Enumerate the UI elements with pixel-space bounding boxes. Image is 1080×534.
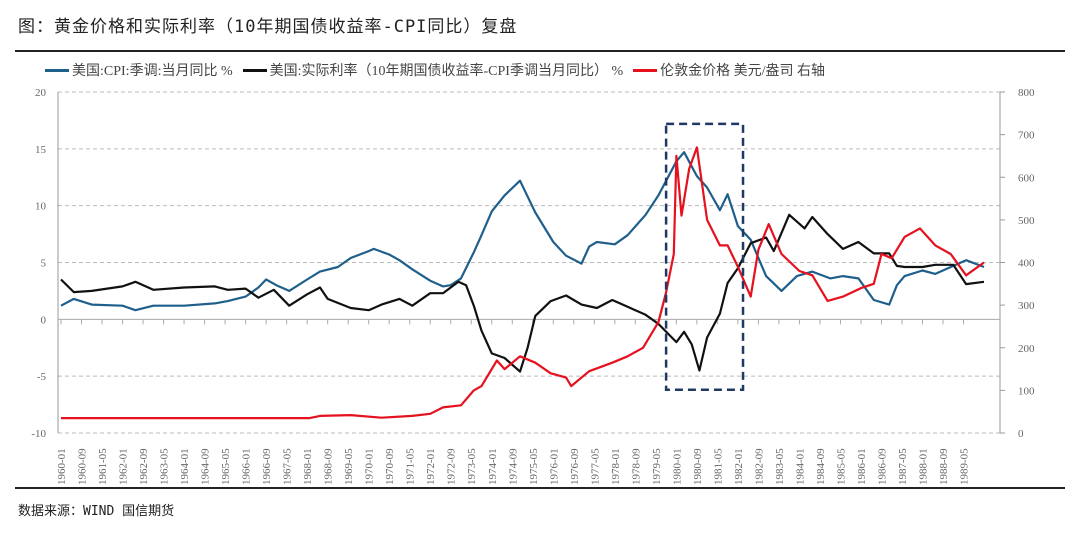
x-tick-label: 1987-05: [897, 448, 909, 485]
cpi-series-line: [60, 151, 985, 312]
x-tick-label: 1977-05: [589, 448, 601, 485]
x-tick-label: 1964-01: [179, 448, 191, 485]
x-tick-label: 1960-09: [77, 448, 89, 485]
x-tick-label: 1980-01: [671, 448, 683, 485]
y-left-tick-label: -10: [31, 428, 46, 440]
y-left-tick-label: 15: [35, 144, 47, 156]
legend-label: 伦敦金价格 美元/盎司 右轴: [660, 64, 826, 79]
x-tick-label: 1973-05: [466, 448, 478, 485]
x-tick-label: 1972-01: [425, 448, 437, 485]
y-right-tick-label: 100: [1018, 385, 1035, 397]
x-tick-label: 1988-09: [938, 448, 950, 485]
x-tick-label: 1970-01: [364, 448, 376, 485]
x-tick-label: 1984-09: [815, 448, 827, 485]
legend-swatch: [242, 68, 267, 72]
y-right-tick-label: 0: [1018, 428, 1024, 440]
x-tick-label: 1964-09: [200, 448, 212, 485]
x-tick-label: 1979-05: [651, 448, 663, 485]
legend-item-cpi: 美国:CPI:季调:当月同比 %: [45, 60, 233, 80]
y-right-tick-label: 400: [1018, 258, 1035, 270]
y-right-tick-label: 300: [1018, 300, 1035, 312]
x-tick-label: 1968-01: [302, 448, 314, 485]
x-tick-label: 1984-01: [794, 448, 806, 485]
x-tick-label: 1986-01: [856, 448, 868, 485]
legend: 美国:CPI:季调:当月同比 % 美国:实际利率（10年期国债收益率-CPI季调…: [45, 60, 825, 80]
x-tick-label: 1975-05: [528, 448, 540, 485]
x-tick-label: 1982-09: [753, 448, 765, 485]
y-right-tick-label: 800: [1018, 87, 1035, 99]
x-tick-label: 1976-01: [548, 448, 560, 485]
real-rate-series-line: [60, 213, 985, 373]
x-tick-label: 1981-05: [712, 448, 724, 485]
x-tick-label: 1976-09: [569, 448, 581, 485]
y-left-tick-label: 10: [35, 201, 47, 213]
x-tick-label: 1974-01: [487, 448, 499, 485]
legend-item-real-rate: 美国:实际利率（10年期国债收益率-CPI季调当月同比） %: [242, 60, 624, 80]
legend-item-gold: 伦敦金价格 美元/盎司 右轴: [633, 60, 825, 80]
y-right-tick-label: 700: [1018, 130, 1035, 142]
x-tick-label: 1982-01: [733, 448, 745, 485]
y-left-tick-label: 5: [41, 258, 47, 270]
highlight-box: [664, 122, 745, 392]
top-rule: [15, 50, 1065, 52]
x-tick-label: 1985-05: [835, 448, 847, 485]
bottom-rule: [15, 487, 1065, 489]
x-tick-label: 1978-01: [610, 448, 622, 485]
x-tick-label: 1965-05: [220, 448, 232, 485]
y-left-tick-label: -5: [37, 371, 47, 383]
x-tick-label: 1986-09: [876, 448, 888, 485]
x-tick-label: 1971-05: [405, 448, 417, 485]
x-tick-label: 1974-09: [507, 448, 519, 485]
x-tick-label: 1978-09: [630, 448, 642, 485]
x-tick-label: 1960-01: [56, 448, 68, 485]
x-tick-label: 1970-09: [384, 448, 396, 485]
x-tick-label: 1989-05: [959, 448, 971, 485]
x-tick-label: 1961-05: [97, 448, 109, 485]
x-tick-label: 1968-09: [323, 448, 335, 485]
x-tick-label: 1966-01: [241, 448, 253, 485]
x-tick-label: 1969-05: [343, 448, 355, 485]
x-tick-label: 1962-09: [138, 448, 150, 485]
y-left-tick-label: 0: [41, 314, 47, 326]
y-right-tick-label: 600: [1018, 172, 1035, 184]
x-tick-label: 1966-09: [261, 448, 273, 485]
legend-swatch: [45, 68, 69, 72]
x-tick-label: 1962-01: [118, 448, 130, 485]
x-tick-label: 1988-01: [918, 448, 930, 485]
legend-label: 美国:CPI:季调:当月同比 %: [72, 64, 233, 79]
gold-series-line: [61, 146, 985, 420]
x-tick-label: 1983-05: [774, 448, 786, 485]
y-right-tick-label: 500: [1018, 215, 1035, 227]
legend-label: 美国:实际利率（10年期国债收益率-CPI季调当月同比） %: [269, 64, 624, 79]
x-tick-label: 1972-09: [446, 448, 458, 485]
x-tick-label: 1967-05: [282, 448, 294, 485]
x-tick-label: 1980-09: [692, 448, 704, 485]
source-note: 数据来源：WIND 国信期货: [18, 504, 175, 519]
chart-title: 图：黄金价格和实际利率（10年期国债收益率-CPI同比）复盘: [18, 17, 518, 37]
y-right-tick-label: 200: [1018, 343, 1035, 355]
legend-swatch: [633, 68, 658, 72]
x-tick-label: 1963-05: [159, 448, 171, 485]
y-left-tick-label: 20: [35, 87, 47, 99]
